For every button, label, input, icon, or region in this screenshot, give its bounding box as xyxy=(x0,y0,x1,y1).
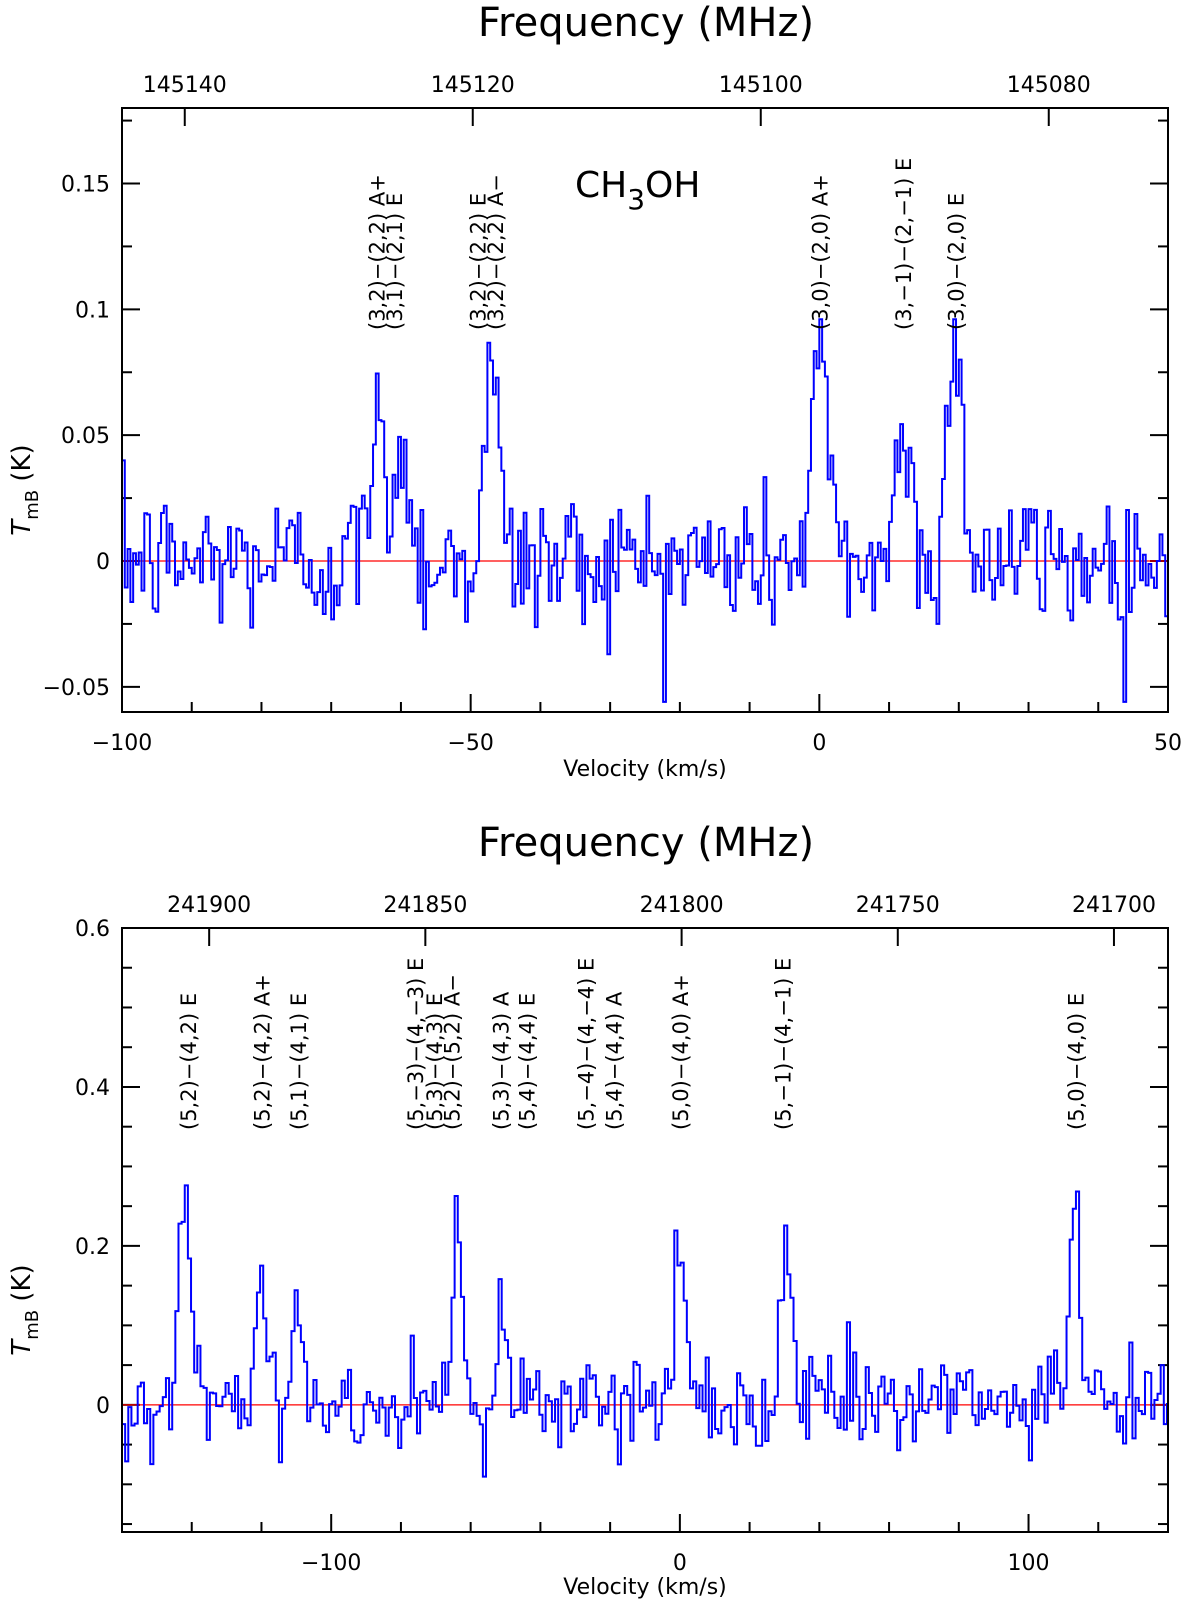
frequency-tick-label: 241700 xyxy=(1072,893,1156,918)
transition-label: (5,2)−(4,2) A+ xyxy=(250,974,274,1130)
molecule-label: CH3OH xyxy=(575,165,700,216)
transition-label: (5,−4)−(4,−4) E xyxy=(575,958,599,1130)
x-tick-label: 0 xyxy=(673,1551,687,1576)
y-tick-label: 0.2 xyxy=(75,1235,110,1260)
frequency-tick-label: 145140 xyxy=(143,73,227,98)
bottom-frequency-tick-labels: 241900 241850 241800 241750 241700 xyxy=(167,893,1156,918)
top-frequency-tick-labels: 145140 145120 145100 145080 xyxy=(143,73,1091,98)
transition-label: (5,−1)−(4,−1) E xyxy=(772,958,796,1130)
transition-label: (5,0)−(4,0) E xyxy=(1065,993,1089,1130)
top-ylabel-subscript: mB xyxy=(22,490,43,520)
transition-label: (5,−3)−(4,−3) E xyxy=(404,958,428,1130)
molecule-label-tail: OH xyxy=(645,165,700,206)
transition-label: (5,2)−(5,2) A− xyxy=(440,974,464,1130)
bottom-axis-tick-marks xyxy=(121,927,1169,1532)
transition-label: (3,2)−(2,2) A+ xyxy=(366,174,390,330)
top-ylabel-symbol: T xyxy=(7,518,37,536)
top-spectrum-trace xyxy=(122,318,1168,703)
transition-label: (5,0)−(4,0) A+ xyxy=(669,974,693,1130)
bottom-intensity-tick-labels: 0 0.2 0.4 0.6 xyxy=(75,917,110,1419)
y-tick-label: 0.05 xyxy=(61,424,110,449)
bottom-ylabel-symbol: T xyxy=(7,1338,37,1356)
bottom-plot-frame xyxy=(121,927,1169,1533)
transition-label: (5,3)−(4,3) A xyxy=(489,991,513,1130)
frequency-tick-label: 145100 xyxy=(719,73,803,98)
frequency-tick-label: 145080 xyxy=(1007,73,1091,98)
y-tick-label: 0 xyxy=(96,1394,110,1419)
bottom-ylabel-subscript: mB xyxy=(22,1310,43,1340)
transition-label: (3,−1)−(2,−1) E xyxy=(892,158,916,330)
bottom-spectrum-panel: Frequency (MHz) 241900 241850 241800 241750… xyxy=(7,820,1169,1600)
y-tick-label: 0 xyxy=(96,550,110,575)
top-transition-labels: (3,2)−(2,2) A+(3,1)−(2,1) E (3,2)−(2,2) E… xyxy=(366,158,969,330)
frequency-tick-label: 241750 xyxy=(856,893,940,918)
transition-label: (5,4)−(4,4) A xyxy=(603,991,627,1130)
transition-label: (5,1)−(4,1) E xyxy=(287,993,311,1130)
transition-label: (3,0)−(2,0) A+ xyxy=(808,174,832,330)
top-ylabel-unit: (K) xyxy=(7,444,37,490)
bottom-frequency-axis-title: Frequency (MHz) xyxy=(478,820,814,866)
bottom-intensity-axis-title: TmB (K) xyxy=(7,1264,43,1355)
bottom-transition-labels: (5,2)−(4,2) E (5,2)−(4,2) A+ (5,1)−(4,1) E… xyxy=(177,958,1088,1130)
y-tick-label: 0.1 xyxy=(75,298,110,323)
transition-label: (3,0)−(2,0) E xyxy=(944,193,968,330)
transition-label: (3,1)−(2,1) E xyxy=(383,193,407,330)
top-velocity-axis-title: Velocity (km/s) xyxy=(563,757,727,782)
frequency-tick-label: 241800 xyxy=(640,893,724,918)
frequency-tick-label: 241900 xyxy=(167,893,251,918)
top-velocity-tick-labels: −100 −50 0 50 xyxy=(92,731,1182,756)
top-intensity-tick-labels: −0.05 0 0.05 0.1 0.15 xyxy=(43,173,110,701)
x-tick-label: −50 xyxy=(447,731,493,756)
y-tick-label: 0.15 xyxy=(61,173,110,198)
transition-label: (5,2)−(4,2) E xyxy=(177,993,201,1130)
transition-label: (3,2)−(2,2) E xyxy=(467,193,491,330)
top-spectrum-panel: Frequency (MHz) 145140 145120 145100 145080… xyxy=(7,0,1182,782)
bottom-velocity-axis-title: Velocity (km/s) xyxy=(563,1575,727,1600)
x-tick-label: −100 xyxy=(92,731,152,756)
bottom-spectrum-trace xyxy=(122,1184,1168,1478)
transition-label: (5,3)−(4,3) E xyxy=(423,993,447,1130)
x-tick-label: 100 xyxy=(1008,1551,1050,1576)
top-intensity-axis-title: TmB (K) xyxy=(7,444,43,535)
bottom-velocity-tick-labels: −100 0 100 xyxy=(301,1551,1050,1576)
molecule-label-subscript: 3 xyxy=(627,183,645,216)
transition-label: (5,4)−(4,4) E xyxy=(515,993,539,1130)
x-tick-label: 50 xyxy=(1154,731,1182,756)
frequency-tick-label: 145120 xyxy=(431,73,515,98)
y-tick-label: 0.6 xyxy=(75,917,110,942)
molecule-label-main: CH xyxy=(575,165,627,206)
frequency-tick-label: 241850 xyxy=(383,893,467,918)
x-tick-label: −100 xyxy=(301,1551,361,1576)
bottom-ylabel-unit: (K) xyxy=(7,1264,37,1310)
y-tick-label: 0.4 xyxy=(75,1076,110,1101)
transition-label: (3,2)−(2,2) A− xyxy=(484,174,508,330)
x-tick-label: 0 xyxy=(812,731,826,756)
y-tick-label: −0.05 xyxy=(43,676,110,701)
top-plot-frame xyxy=(121,107,1169,713)
top-frequency-axis-title: Frequency (MHz) xyxy=(478,0,814,46)
